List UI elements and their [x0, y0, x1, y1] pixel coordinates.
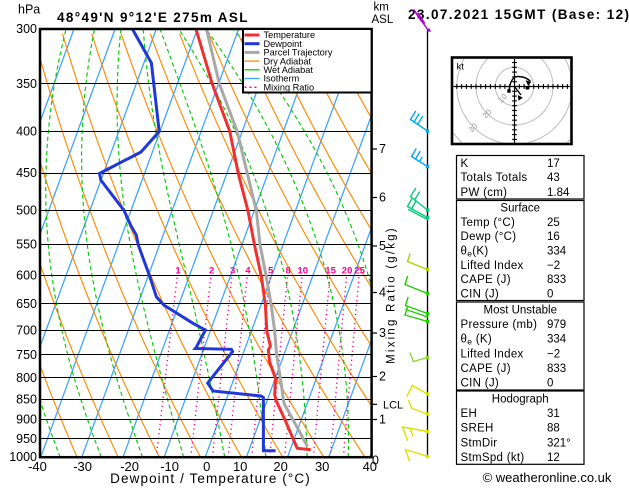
- svg-text:© weatheronline.co.uk: © weatheronline.co.uk: [483, 470, 612, 485]
- svg-text:Dewp (°C): Dewp (°C): [461, 231, 517, 243]
- svg-text:30: 30: [315, 459, 329, 474]
- svg-text:23.07.2021 15GMT (Base: 12): 23.07.2021 15GMT (Base: 12): [408, 7, 629, 22]
- svg-text:3: 3: [230, 266, 235, 277]
- svg-text:CIN (J): CIN (J): [461, 378, 500, 390]
- svg-text:Mixing Ratio: Mixing Ratio: [264, 82, 315, 92]
- svg-text:600: 600: [16, 269, 37, 283]
- svg-text:40: 40: [363, 459, 377, 474]
- svg-text:5: 5: [268, 266, 274, 277]
- svg-text:700: 700: [16, 323, 37, 337]
- svg-text:Totals Totals: Totals Totals: [461, 172, 528, 184]
- svg-text:500: 500: [16, 204, 37, 218]
- svg-text:SREH: SREH: [461, 423, 494, 435]
- svg-text:31: 31: [547, 408, 560, 420]
- svg-text:-10: -10: [160, 459, 179, 474]
- svg-text:Hodograph: Hodograph: [492, 393, 549, 405]
- svg-text:CAPE (J): CAPE (J): [461, 274, 511, 286]
- svg-text:3: 3: [379, 326, 386, 340]
- svg-text:950: 950: [16, 432, 37, 446]
- svg-text:StmDir: StmDir: [461, 437, 498, 449]
- svg-text:850: 850: [16, 392, 37, 406]
- svg-text:88: 88: [547, 423, 560, 435]
- svg-text:10: 10: [297, 266, 308, 277]
- svg-text:5: 5: [379, 239, 386, 253]
- svg-text:16: 16: [547, 231, 560, 243]
- svg-text:−2: −2: [547, 348, 560, 360]
- svg-text:EH: EH: [461, 408, 478, 420]
- svg-text:CIN (J): CIN (J): [461, 288, 500, 300]
- svg-text:Most Unstable: Most Unstable: [483, 304, 557, 316]
- svg-text:−2: −2: [547, 260, 560, 272]
- svg-text:-40: -40: [28, 459, 47, 474]
- svg-text:-30: -30: [73, 459, 92, 474]
- svg-text:800: 800: [16, 371, 37, 385]
- svg-text:750: 750: [16, 348, 37, 362]
- svg-text:1: 1: [379, 413, 386, 427]
- svg-text:8: 8: [286, 266, 291, 277]
- svg-text:450: 450: [16, 166, 37, 180]
- svg-text:20: 20: [273, 459, 287, 474]
- svg-text:Isotherm: Isotherm: [264, 74, 300, 84]
- svg-text:Dry Adiabat: Dry Adiabat: [264, 56, 312, 66]
- svg-text:K: K: [461, 158, 469, 170]
- svg-text:km: km: [374, 2, 389, 14]
- svg-text:Dewpoint / Temperature (°C): Dewpoint / Temperature (°C): [110, 471, 311, 486]
- svg-text:321°: 321°: [547, 437, 571, 449]
- svg-text:Wet Adiabat: Wet Adiabat: [264, 65, 314, 75]
- svg-text:θe(K): θe(K): [461, 246, 489, 259]
- svg-text:CAPE (J): CAPE (J): [461, 363, 511, 375]
- svg-text:0: 0: [547, 288, 553, 300]
- svg-text:Mixing Ratio (g/kg): Mixing Ratio (g/kg): [385, 226, 397, 364]
- svg-text:6: 6: [379, 191, 386, 205]
- svg-text:Lifted Index: Lifted Index: [461, 260, 524, 272]
- svg-text:25: 25: [354, 266, 365, 277]
- svg-text:400: 400: [16, 124, 37, 138]
- svg-text:4: 4: [245, 266, 251, 277]
- svg-text:0: 0: [203, 459, 210, 474]
- svg-text:Parcel Trajectory: Parcel Trajectory: [264, 48, 333, 58]
- svg-text:25: 25: [547, 217, 560, 229]
- svg-text:StmSpd (kt): StmSpd (kt): [461, 452, 525, 464]
- svg-text:1000: 1000: [9, 450, 37, 464]
- svg-text:0: 0: [547, 378, 553, 390]
- svg-text:15: 15: [325, 266, 336, 277]
- svg-text:650: 650: [16, 297, 37, 311]
- svg-text:300: 300: [16, 22, 37, 36]
- svg-text:θe (K): θe (K): [461, 334, 492, 347]
- svg-text:Dewpoint: Dewpoint: [264, 39, 303, 49]
- svg-text:48°49'N 9°12'E 275m ASL: 48°49'N 9°12'E 275m ASL: [57, 10, 249, 25]
- svg-text:10: 10: [233, 459, 247, 474]
- svg-text:4: 4: [379, 286, 386, 300]
- svg-text:2: 2: [209, 266, 214, 277]
- svg-text:43: 43: [547, 172, 560, 184]
- svg-text:Pressure (mb): Pressure (mb): [461, 319, 538, 331]
- svg-text:-20: -20: [120, 459, 139, 474]
- svg-text:PW (cm): PW (cm): [461, 187, 508, 199]
- svg-text:1: 1: [175, 266, 181, 277]
- svg-text:Temp (°C): Temp (°C): [461, 217, 516, 229]
- svg-text:ASL: ASL: [372, 14, 394, 26]
- svg-text:0: 0: [372, 454, 379, 468]
- svg-text:hPa: hPa: [18, 3, 40, 17]
- svg-text:12: 12: [547, 452, 560, 464]
- svg-text:7: 7: [379, 142, 386, 156]
- svg-text:334: 334: [547, 246, 567, 258]
- svg-text:1.84: 1.84: [547, 187, 570, 199]
- svg-text:550: 550: [16, 238, 37, 252]
- svg-text:Lifted Index: Lifted Index: [461, 348, 524, 360]
- svg-text:Surface: Surface: [500, 203, 540, 215]
- svg-text:LCL: LCL: [383, 399, 403, 411]
- svg-text:979: 979: [547, 319, 566, 331]
- svg-text:334: 334: [547, 334, 567, 346]
- svg-text:kt: kt: [457, 62, 465, 73]
- svg-text:2: 2: [379, 370, 386, 384]
- svg-text:20: 20: [342, 266, 353, 277]
- svg-text:Temperature: Temperature: [264, 30, 316, 40]
- svg-text:833: 833: [547, 274, 566, 286]
- svg-text:900: 900: [16, 413, 37, 427]
- svg-text:350: 350: [16, 77, 37, 91]
- svg-text:833: 833: [547, 363, 566, 375]
- svg-text:17: 17: [547, 158, 560, 170]
